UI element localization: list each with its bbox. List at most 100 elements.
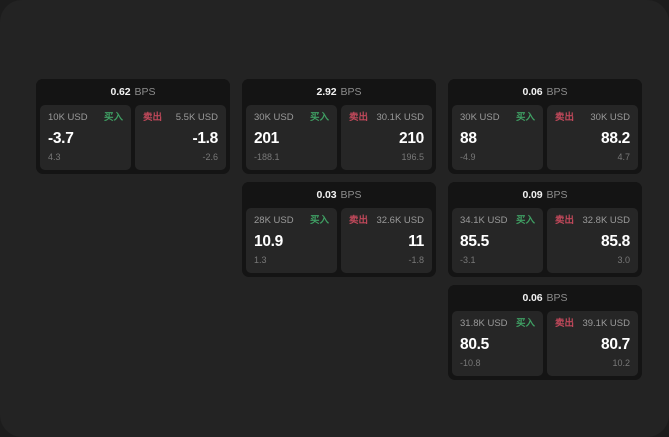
quote-card[interactable]: 0.06 BPS 31.8K USD 买入 80.5 -10.8 卖出 39.1K USD 80… — [448, 285, 642, 380]
panel-header: 卖出 32.8K USD — [555, 215, 630, 226]
bps-value: 0.09 — [522, 189, 543, 201]
sell-side-label: 卖出 — [349, 112, 369, 123]
buy-size-label: 10K USD — [48, 112, 88, 123]
panel-header: 卖出 32.6K USD — [349, 215, 424, 226]
card-header: 0.03 BPS — [242, 182, 436, 208]
buy-side-label: 买入 — [309, 215, 329, 226]
panel-header: 28K USD 买入 — [254, 215, 329, 226]
buy-price: 201 — [254, 129, 279, 147]
buy-price: 80.5 — [460, 335, 489, 353]
buy-price: 88 — [460, 129, 477, 147]
bps-unit-label: BPS — [546, 86, 568, 98]
sell-panel[interactable]: 卖出 30.1K USD 210 196.5 — [341, 105, 432, 170]
buy-panel[interactable]: 10K USD 买入 -3.7 4.3 — [40, 105, 131, 170]
buy-side-label: 买入 — [515, 318, 535, 329]
buy-sub-value: -188.1 — [254, 152, 280, 162]
sell-sub-value: 3.0 — [617, 255, 630, 265]
buy-sub-value: -10.8 — [460, 358, 481, 368]
quote-card[interactable]: 0.03 BPS 28K USD 买入 10.9 1.3 卖出 32.6K USD 11 -1.8 — [242, 182, 436, 277]
buy-side-label: 买入 — [103, 112, 123, 123]
buy-side-label: 买入 — [309, 112, 329, 123]
sell-panel[interactable]: 卖出 32.8K USD 85.8 3.0 — [547, 208, 638, 273]
quote-panels: 30K USD 买入 88 -4.9 卖出 30K USD 88.2 4.7 — [448, 105, 642, 170]
sell-side-label: 卖出 — [143, 112, 163, 123]
buy-side-label: 买入 — [515, 112, 535, 123]
buy-panel[interactable]: 34.1K USD 买入 85.5 -3.1 — [452, 208, 543, 273]
buy-size-label: 28K USD — [254, 215, 294, 226]
card-header: 0.62 BPS — [36, 79, 230, 105]
panel-header: 34.1K USD 买入 — [460, 215, 535, 226]
sell-side-label: 卖出 — [349, 215, 369, 226]
quote-panels: 34.1K USD 买入 85.5 -3.1 卖出 32.8K USD 85.8 3.0 — [448, 208, 642, 273]
card-header: 0.06 BPS — [448, 285, 642, 311]
quote-column: 0.62 BPS 10K USD 买入 -3.7 4.3 卖出 5.5K USD -1.8 -2.… — [36, 79, 236, 174]
sell-panel[interactable]: 卖出 39.1K USD 80.7 10.2 — [547, 311, 638, 376]
quote-panels: 30K USD 买入 201 -188.1 卖出 30.1K USD 210 196.5 — [242, 105, 436, 170]
bps-unit-label: BPS — [546, 292, 568, 304]
buy-panel[interactable]: 30K USD 买入 88 -4.9 — [452, 105, 543, 170]
bps-unit-label: BPS — [546, 189, 568, 201]
panel-header: 卖出 30K USD — [555, 112, 630, 123]
buy-size-label: 30K USD — [460, 112, 500, 123]
panel-header: 卖出 5.5K USD — [143, 112, 218, 123]
quote-card[interactable]: 0.06 BPS 30K USD 买入 88 -4.9 卖出 30K USD 88.2 4.7 — [448, 79, 642, 174]
sell-price: 210 — [399, 129, 424, 147]
sell-side-label: 卖出 — [555, 318, 575, 329]
panel-header: 卖出 30.1K USD — [349, 112, 424, 123]
sell-side-label: 卖出 — [555, 112, 575, 123]
sell-panel[interactable]: 卖出 30K USD 88.2 4.7 — [547, 105, 638, 170]
card-header: 0.06 BPS — [448, 79, 642, 105]
quote-panels: 31.8K USD 买入 80.5 -10.8 卖出 39.1K USD 80.7 10.2 — [448, 311, 642, 376]
sell-size-label: 32.6K USD — [376, 215, 424, 226]
quote-panels: 28K USD 买入 10.9 1.3 卖出 32.6K USD 11 -1.8 — [242, 208, 436, 273]
buy-sub-value: 4.3 — [48, 152, 61, 162]
panel-header: 31.8K USD 买入 — [460, 318, 535, 329]
buy-panel[interactable]: 30K USD 买入 201 -188.1 — [246, 105, 337, 170]
sell-side-label: 卖出 — [555, 215, 575, 226]
panel-header: 30K USD 买入 — [254, 112, 329, 123]
sell-size-label: 30K USD — [590, 112, 630, 123]
sell-price: 85.8 — [601, 232, 630, 250]
quote-panels: 10K USD 买入 -3.7 4.3 卖出 5.5K USD -1.8 -2.6 — [36, 105, 230, 170]
panel-header: 卖出 39.1K USD — [555, 318, 630, 329]
sell-size-label: 39.1K USD — [582, 318, 630, 329]
sell-sub-value: -2.6 — [202, 152, 218, 162]
sell-price: -1.8 — [192, 129, 218, 147]
quote-card[interactable]: 0.09 BPS 34.1K USD 买入 85.5 -3.1 卖出 32.8K USD 85.… — [448, 182, 642, 277]
bps-value: 0.06 — [522, 292, 543, 304]
sell-price: 88.2 — [601, 129, 630, 147]
sell-sub-value: -1.8 — [408, 255, 424, 265]
sell-price: 11 — [408, 232, 424, 250]
buy-panel[interactable]: 28K USD 买入 10.9 1.3 — [246, 208, 337, 273]
buy-size-label: 30K USD — [254, 112, 294, 123]
bps-unit-label: BPS — [340, 86, 362, 98]
quote-column: 2.92 BPS 30K USD 买入 201 -188.1 卖出 30.1K USD 210 1… — [242, 79, 442, 277]
buy-panel[interactable]: 31.8K USD 买入 80.5 -10.8 — [452, 311, 543, 376]
buy-sub-value: 1.3 — [254, 255, 267, 265]
bps-value: 0.03 — [316, 189, 337, 201]
sell-price: 80.7 — [601, 335, 630, 353]
buy-sub-value: -3.1 — [460, 255, 476, 265]
card-header: 2.92 BPS — [242, 79, 436, 105]
buy-size-label: 31.8K USD — [460, 318, 508, 329]
sell-size-label: 32.8K USD — [582, 215, 630, 226]
sell-panel[interactable]: 卖出 5.5K USD -1.8 -2.6 — [135, 105, 226, 170]
card-header: 0.09 BPS — [448, 182, 642, 208]
buy-price: 85.5 — [460, 232, 489, 250]
sell-sub-value: 196.5 — [401, 152, 424, 162]
bps-value: 2.92 — [316, 86, 337, 98]
quote-card[interactable]: 0.62 BPS 10K USD 买入 -3.7 4.3 卖出 5.5K USD -1.8 -2.… — [36, 79, 230, 174]
sell-size-label: 5.5K USD — [175, 112, 218, 123]
buy-price: 10.9 — [254, 232, 283, 250]
panel-header: 30K USD 买入 — [460, 112, 535, 123]
buy-price: -3.7 — [48, 129, 74, 147]
buy-side-label: 买入 — [515, 215, 535, 226]
sell-panel[interactable]: 卖出 32.6K USD 11 -1.8 — [341, 208, 432, 273]
buy-size-label: 34.1K USD — [460, 215, 508, 226]
quote-card[interactable]: 2.92 BPS 30K USD 买入 201 -188.1 卖出 30.1K USD 210 1… — [242, 79, 436, 174]
panel-header: 10K USD 买入 — [48, 112, 123, 123]
sell-sub-value: 4.7 — [617, 152, 630, 162]
buy-sub-value: -4.9 — [460, 152, 476, 162]
quote-column: 0.06 BPS 30K USD 买入 88 -4.9 卖出 30K USD 88.2 4.7 0.… — [448, 79, 648, 380]
